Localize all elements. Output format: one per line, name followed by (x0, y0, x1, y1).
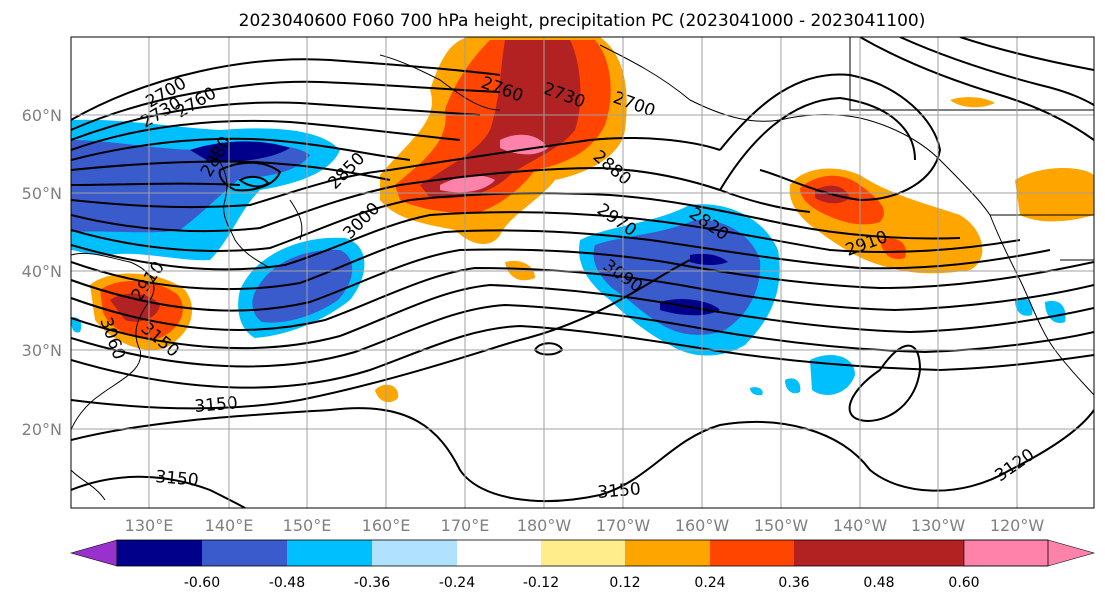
latitude-labels: 60°N 50°N 40°N 30°N 20°N (22, 106, 62, 439)
colorbar-over-arrow-tip (963, 539, 1096, 567)
colorbar-tick: -0.60 (184, 575, 220, 591)
colorbar-segment (287, 540, 372, 566)
colorbar-segment (794, 540, 879, 566)
lon-label: 120°W (990, 516, 1045, 535)
map-frame (70, 36, 1095, 509)
colorbar-segment (202, 540, 287, 566)
height-contours (71, 37, 1094, 508)
colorbar-segment (625, 540, 710, 566)
lon-label: 160°W (675, 516, 730, 535)
lon-label: 140°E (205, 516, 254, 535)
lat-label: 30°N (22, 341, 62, 360)
colorbar-segment (541, 540, 625, 566)
colorbar-segment (710, 540, 794, 566)
figure-title: 2023040600 F060 700 hPa height, precipit… (239, 11, 926, 31)
map-area: 2700 2730 2760 2760 2730 2700 2850 2880 … (71, 37, 1094, 508)
lat-label: 40°N (22, 262, 62, 281)
colorbar-segment (457, 540, 541, 566)
lon-label: 130°W (911, 516, 966, 535)
lat-label: 60°N (22, 106, 62, 125)
lon-label: 130°E (125, 516, 174, 535)
contour-label: 3150 (194, 393, 239, 417)
colorbar-tick: 0.24 (694, 575, 725, 591)
colorbar-segment (117, 540, 202, 566)
colorbar-tick: -0.24 (439, 575, 475, 591)
colorbar-under-arrow (69, 539, 118, 567)
lon-label: 180°W (517, 516, 572, 535)
lat-label: 50°N (22, 184, 62, 203)
contour-label: 3150 (597, 479, 642, 503)
lon-label: 160°E (362, 516, 411, 535)
lon-label: 150°W (754, 516, 809, 535)
colorbar-tick: -0.36 (354, 575, 390, 591)
contour-label: 3150 (155, 467, 200, 491)
colorbar-tick: -0.48 (269, 575, 305, 591)
colorbar-tick: 0.36 (778, 575, 809, 591)
colorbar-tick: 0.12 (609, 575, 640, 591)
gridlines (71, 37, 1094, 508)
colorbar-tick: 0.48 (863, 575, 894, 591)
lon-label: 140°W (833, 516, 888, 535)
colorbar-segment (372, 540, 457, 566)
colorbar-tick: -0.12 (523, 575, 559, 591)
lat-label: 20°N (22, 420, 62, 439)
colorbar-ticks: -0.60 -0.48 -0.36 -0.24 -0.12 0.12 0.24 … (184, 575, 980, 591)
lon-label: 170°E (441, 516, 490, 535)
colorbar: -0.60 -0.48 -0.36 -0.24 -0.12 0.12 0.24 … (69, 539, 1096, 591)
colorbar-tick: 0.60 (948, 575, 979, 591)
longitude-labels: 130°E 140°E 150°E 160°E 170°E 180°W 170°… (125, 516, 1045, 535)
lon-label: 150°E (283, 516, 332, 535)
colorbar-segment (879, 540, 964, 566)
lon-label: 170°W (596, 516, 651, 535)
